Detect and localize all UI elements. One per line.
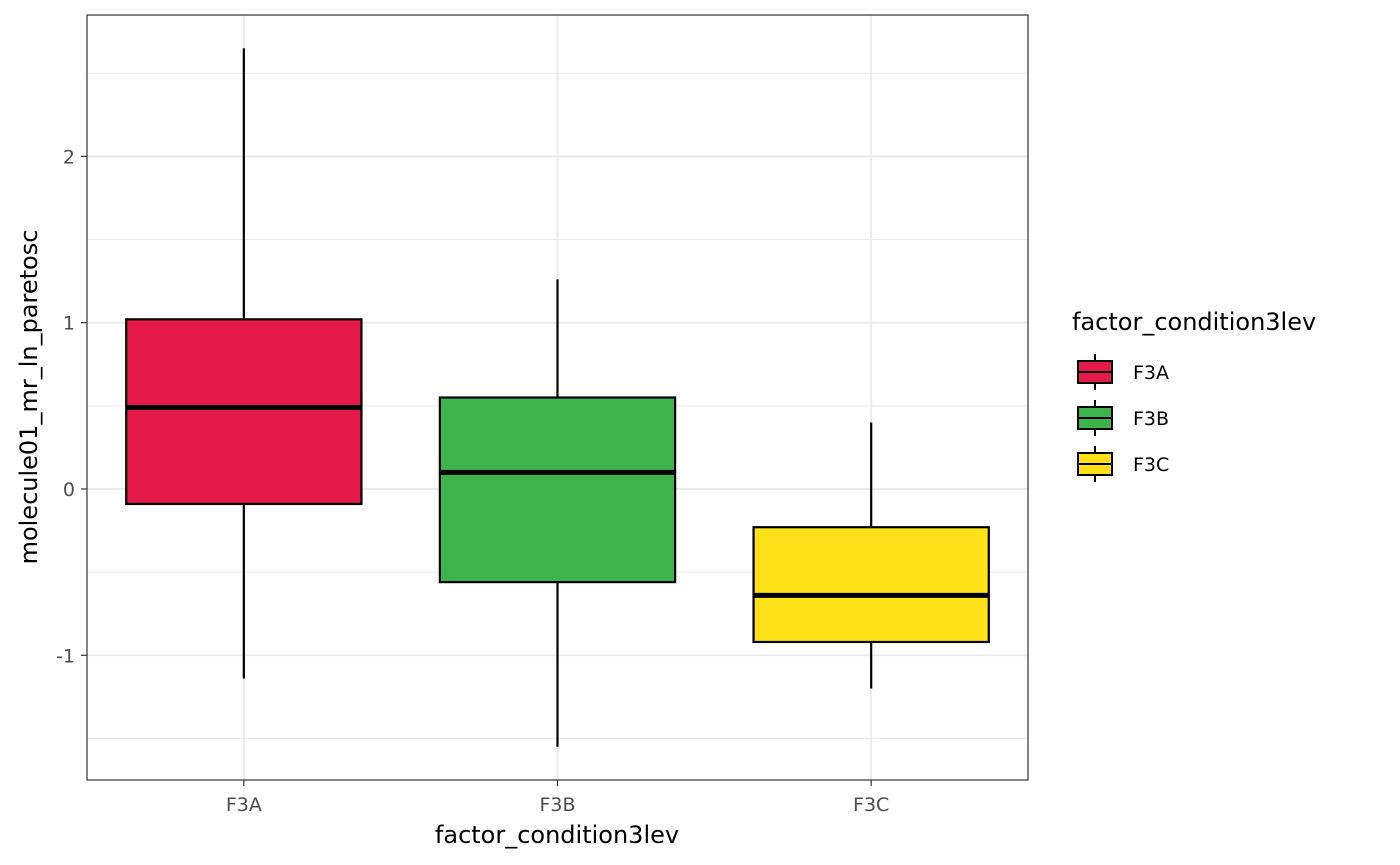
y-tick-label: -1 [56,645,75,667]
x-tick-label: F3B [539,794,575,816]
boxes [125,48,990,747]
y-axis: -1 0 1 2 [56,146,87,667]
legend-title: factor_condition3lev [1072,308,1316,336]
x-tick-label: F3A [226,794,262,816]
y-tick-label: 0 [63,479,75,501]
legend-label: F3B [1133,408,1169,430]
x-tick-label: F3C [853,794,889,816]
legend-items: F3A F3B F3C [1077,354,1169,482]
legend-label: F3A [1133,362,1169,384]
box-F3B [438,279,677,747]
y-axis-title: molecule01_mr_ln_paretosc [15,230,43,565]
legend-item-F3B: F3B [1077,400,1169,436]
legend-item-F3A: F3A [1077,354,1169,390]
box-F3A [125,48,363,679]
legend: factor_condition3lev F3A F3B F3C [1072,308,1316,482]
legend-label: F3C [1133,454,1169,476]
y-tick-label: 2 [63,146,75,168]
y-tick-label: 1 [63,313,75,335]
box-body [438,396,677,584]
box-body [752,526,990,644]
box-F3C [752,422,990,689]
box-body [125,318,363,506]
x-axis-title: factor_condition3lev [435,821,679,849]
x-axis: F3A F3B F3C [226,780,889,816]
legend-item-F3C: F3C [1077,446,1169,482]
